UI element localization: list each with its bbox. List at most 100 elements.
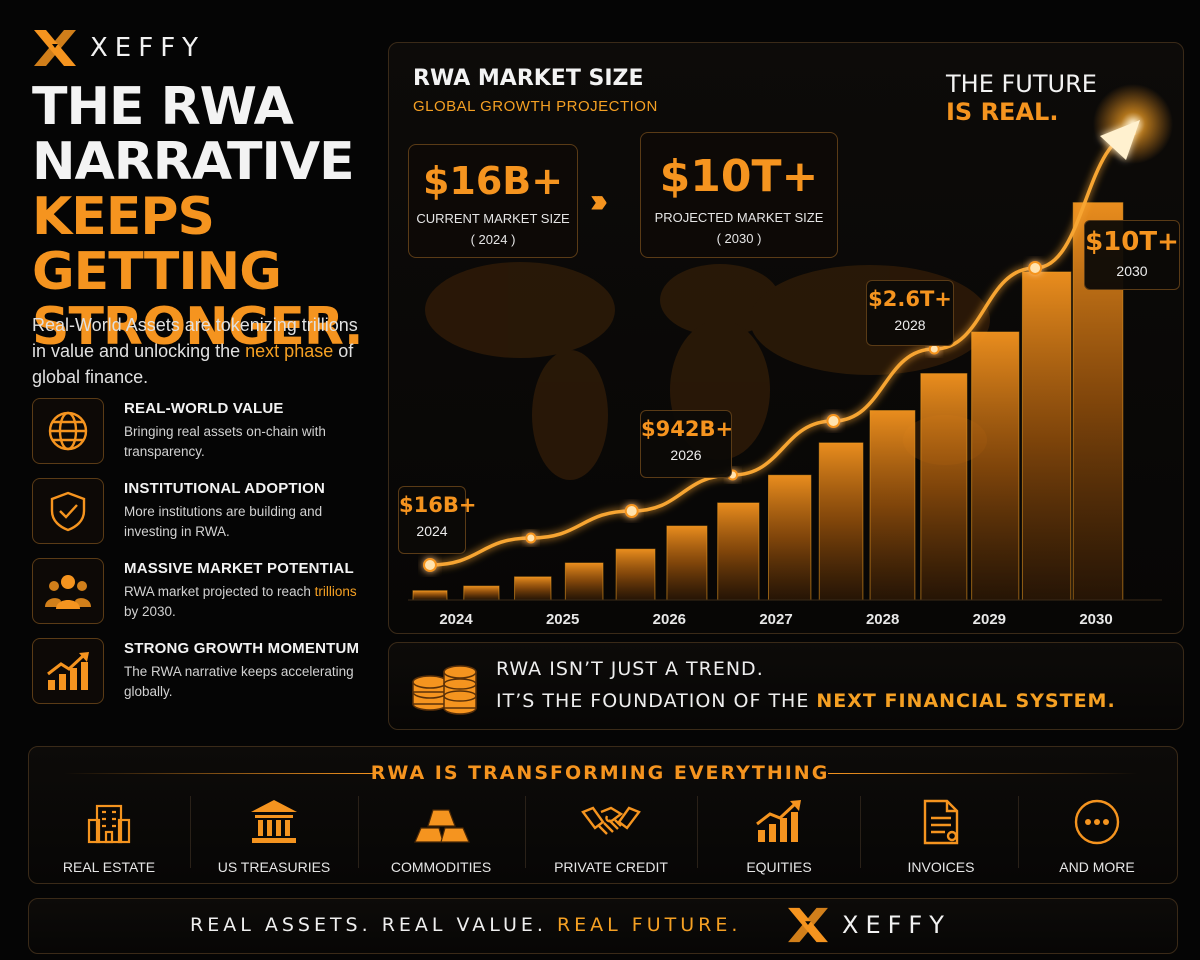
feature-title: REAL-WORLD VALUE [124, 400, 284, 417]
chart-bar [869, 410, 916, 601]
future-tagline: THE FUTURE IS REAL. [946, 70, 1097, 126]
current-market-label: CURRENT MARKET SIZE [416, 211, 570, 226]
globe-icon [32, 398, 104, 464]
feature-title: MASSIVE MARKET POTENTIAL [124, 560, 354, 577]
divider [860, 796, 861, 868]
current-market-size-card: $16B+ CURRENT MARKET SIZE ( 2024 ) [408, 144, 578, 258]
building-icon [87, 804, 131, 844]
xeffy-logo-icon [34, 30, 76, 66]
xeffy-logo-icon [788, 907, 828, 943]
chart-bar [717, 502, 760, 601]
footer-slogan: REAL ASSETS. REAL VALUE. REAL FUTURE. [190, 914, 742, 936]
chart-bar [514, 576, 552, 601]
headline-line-4: STRONGER. [32, 297, 364, 357]
x-tick-label: 2024 [439, 611, 473, 628]
headline-line-3: KEEPS GETTING [32, 187, 282, 302]
chart-bar [1021, 271, 1072, 601]
category-label: INVOICES [907, 859, 975, 875]
callout-value: $2.6T+ [868, 287, 952, 311]
growth-chart-icon [32, 638, 104, 704]
transform-title: RWA IS TRANSFORMING EVERYTHING [370, 762, 830, 784]
category-real-estate: REAL ESTATE [34, 798, 184, 875]
category-label: EQUITIES [746, 859, 812, 875]
headline-line-1: THE RWA [32, 77, 294, 137]
lede-paragraph: Real-World Assets are tokenizing trillio… [32, 312, 362, 390]
tagline-line-1: RWA ISN’T JUST A TREND. [496, 658, 764, 680]
x-tick-label: 2025 [546, 611, 579, 628]
chart-title: RWA MARKET SIZE [413, 66, 644, 91]
x-tick-label: 2029 [973, 611, 1006, 628]
callout-year: 2024 [416, 523, 448, 539]
transform-panel [28, 746, 1178, 884]
projected-market-value: $10T+ [659, 151, 819, 202]
feature-title: INSTITUTIONAL ADOPTION [124, 480, 326, 497]
arrowhead-icon [1100, 120, 1140, 160]
footer-panel [28, 898, 1178, 954]
divider [828, 773, 1138, 774]
category-label: PRIVATE CREDIT [554, 859, 668, 875]
lede-text-end: of global finance. [32, 341, 354, 387]
callout-2024: $16B+ 2024 [398, 486, 477, 554]
feature-desc: Bringing real assets on-chain with trans… [124, 424, 326, 459]
category-label: US TREASURIES [217, 859, 331, 875]
current-market-value: $16B+ [422, 159, 564, 203]
callout-year: 2030 [1116, 263, 1148, 279]
headline: THE RWA NARRATIVE KEEPS GETTING STRONGER… [32, 80, 382, 355]
brand-name: XEFFY [90, 33, 206, 63]
chart-bar [818, 442, 864, 601]
bar-chart-icon [756, 800, 801, 842]
lede-highlight: next phase [245, 341, 334, 361]
feature-institutional-adoption: INSTITUTIONAL ADOPTION More institutions… [32, 478, 362, 548]
tagline-line-2: IT’S THE FOUNDATION OF THE NEXT FINANCIA… [496, 690, 1116, 712]
callout-value: $10T+ [1085, 227, 1179, 257]
people-icon [32, 558, 104, 624]
curve-point [826, 414, 841, 428]
footer-brand: XEFFY [786, 906, 951, 944]
curve-point [624, 504, 639, 518]
future-line-1: THE FUTURE [946, 70, 1097, 98]
chart-bar [767, 474, 812, 601]
chart-bar [564, 562, 604, 601]
category-private-credit: PRIVATE CREDIT [536, 798, 686, 875]
growth-chart: 2024 2025 2026 2027 2028 2029 2030 [408, 84, 1173, 628]
divider [697, 796, 698, 868]
document-icon [923, 799, 959, 845]
feature-desc: The RWA narrative keeps accelerating glo… [124, 664, 354, 699]
projected-market-year: ( 2030 ) [716, 231, 762, 246]
feature-real-world-value: REAL-WORLD VALUE Bringing real assets on… [32, 398, 362, 468]
headline-line-2: NARRATIVE [32, 132, 355, 192]
callout-value: $16B+ [399, 493, 477, 517]
category-invoices: INVOICES [866, 798, 1016, 875]
divider [525, 796, 526, 868]
category-label: COMMODITIES [390, 859, 492, 875]
tagline-panel [388, 642, 1184, 730]
callout-2026: $942B+ 2026 [640, 410, 733, 478]
future-line-2: IS REAL. [946, 98, 1059, 126]
chart-bar [615, 548, 656, 601]
chart-bar [920, 373, 968, 601]
more-icon [1074, 799, 1120, 845]
chart-bar [971, 331, 1020, 601]
divider [64, 773, 374, 774]
x-tick-label: 2028 [866, 611, 899, 628]
x-tick-label: 2026 [653, 611, 686, 628]
category-commodities: COMMODITIES [366, 798, 516, 875]
curve-point [525, 532, 537, 544]
shield-check-icon [32, 478, 104, 544]
curve-point [423, 558, 437, 572]
chart-bar [412, 590, 448, 601]
divider [358, 796, 359, 868]
feature-desc: More institutions are building and inves… [124, 504, 323, 539]
chart-bar [463, 585, 500, 601]
divider [1018, 796, 1019, 868]
divider [190, 796, 191, 868]
projected-market-size-card: $10T+ PROJECTED MARKET SIZE ( 2030 ) [640, 132, 838, 258]
chart-subtitle: GLOBAL GROWTH PROJECTION [413, 98, 658, 115]
x-tick-label: 2030 [1079, 611, 1112, 628]
callout-year: 2028 [894, 317, 926, 333]
callout-2030: $10T+ 2030 [1084, 220, 1180, 290]
feature-title: STRONG GROWTH MOMENTUM [124, 640, 360, 657]
callout-year: 2026 [670, 447, 702, 463]
bank-icon [251, 800, 297, 843]
brand-header: XEFFY [32, 28, 205, 68]
